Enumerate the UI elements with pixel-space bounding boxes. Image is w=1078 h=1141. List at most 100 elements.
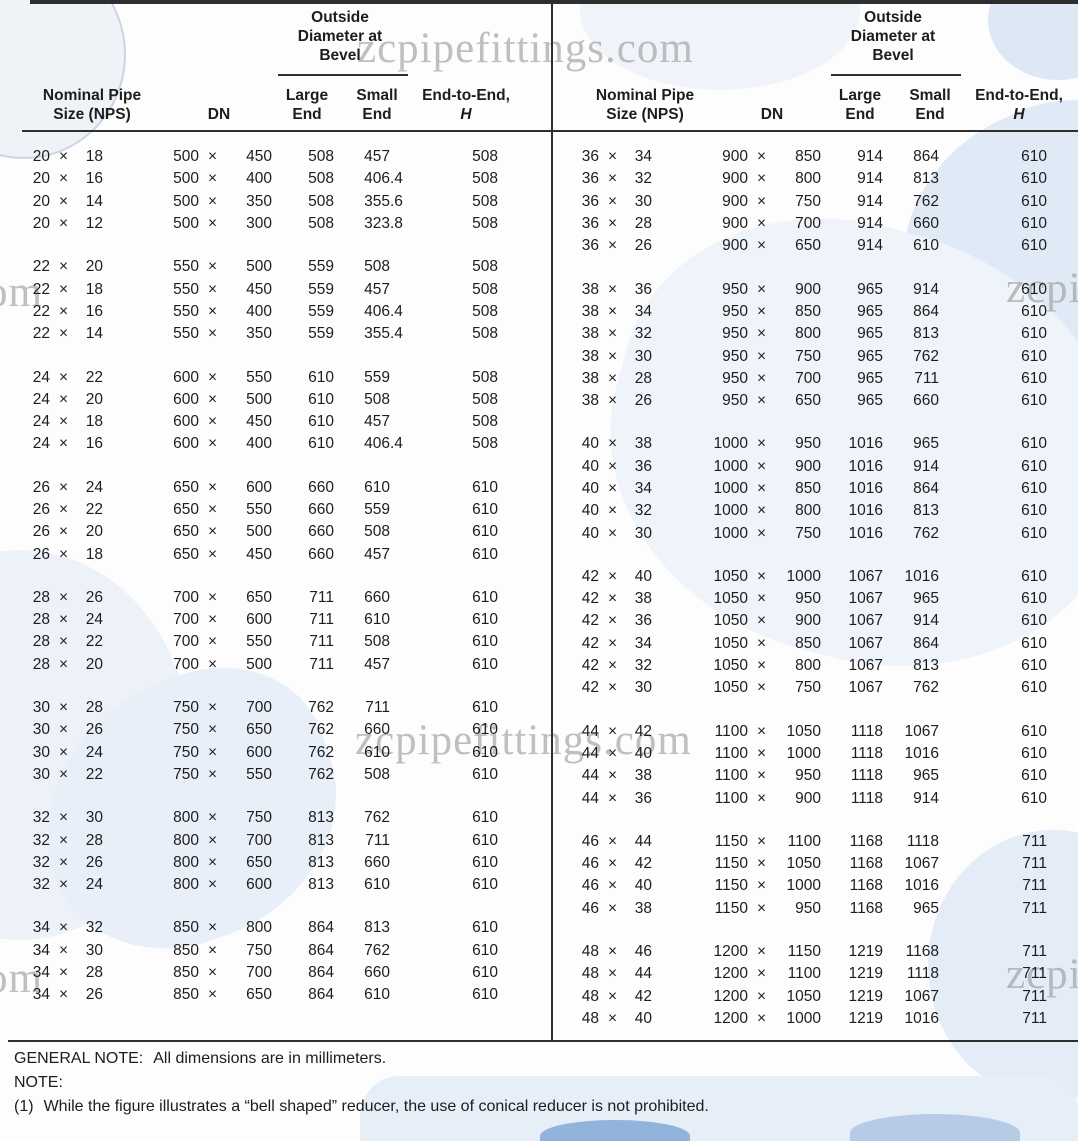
watermark-text: zcpipefittings.com [355, 717, 692, 764]
heading-line: End [915, 106, 945, 123]
multiply-sign: × [756, 612, 767, 630]
dn-small-value: 400 [246, 170, 272, 188]
end-to-end-value: 610 [1021, 170, 1047, 188]
multiply-sign: × [607, 965, 618, 983]
small-end-value: 457 [364, 655, 390, 673]
dn-large-value: 600 [173, 368, 199, 386]
small-end-value: 508 [364, 523, 390, 541]
nps-small-value: 40 [634, 1009, 652, 1027]
end-to-end-value: 610 [472, 588, 498, 606]
multiply-sign: × [58, 325, 69, 343]
multiply-sign: × [607, 722, 618, 740]
large-end-value: 813 [308, 853, 334, 871]
table-group-gap [0, 345, 527, 366]
dn-large-value: 700 [173, 655, 199, 673]
large-end-value: 1219 [848, 1009, 883, 1027]
dn-small-value: 1050 [786, 987, 821, 1005]
large-end-value: 508 [308, 215, 334, 233]
table-row: 44 × 36 1100 × 900 1118 914 610 [553, 787, 1078, 809]
nps-large-value: 38 [581, 325, 599, 343]
dn-small-value: 650 [246, 853, 272, 871]
small-end-decimal: .6 [390, 192, 403, 210]
multiply-sign: × [607, 325, 618, 343]
small-end-decimal: .4 [390, 302, 403, 320]
nps-large-value: 20 [32, 148, 50, 166]
large-end-value: 864 [308, 919, 334, 937]
multiply-sign: × [756, 679, 767, 697]
nps-large-value: 44 [581, 767, 599, 785]
table-row: 40 × 34 1000 × 850 1016 864 610 [553, 478, 1078, 500]
dn-small-value: 850 [795, 480, 821, 497]
end-to-end-value: 610 [1021, 722, 1047, 740]
dn-small-value: 1150 [787, 943, 821, 961]
nps-large-value: 38 [581, 302, 599, 320]
multiply-sign: × [756, 237, 767, 255]
table-row: 36 × 26 900 × 650 914 610 610 [553, 235, 1078, 257]
nps-small-value: 34 [634, 480, 652, 497]
multiply-sign: × [607, 502, 618, 520]
nps-small-value: 32 [634, 325, 652, 343]
table-row: 46 × 38 1150 × 950 1168 965 711 [553, 898, 1078, 920]
multiply-sign: × [58, 478, 69, 496]
multiply-sign: × [58, 699, 69, 717]
nps-small-value: 42 [634, 855, 652, 873]
nps-large-value: 22 [32, 258, 50, 276]
multiply-sign: × [756, 987, 767, 1005]
nps-large-value: 48 [581, 987, 599, 1005]
table-row: 48 × 40 1200 × 1000 1219 1016 711 [553, 1008, 1078, 1030]
heading-line: H [1013, 106, 1025, 123]
dn-small-value: 700 [246, 831, 272, 849]
heading-line: End-to-End, [422, 87, 510, 104]
dn-large-value: 1100 [714, 722, 748, 740]
nps-small-value: 24 [85, 743, 103, 761]
dn-small-value: 600 [246, 876, 272, 894]
end-to-end-value: 610 [1021, 480, 1047, 497]
end-to-end-value: 610 [1021, 524, 1047, 542]
table-row: 36 × 34 900 × 850 914 864 610 [553, 146, 1078, 168]
multiply-sign: × [58, 545, 69, 563]
dn-small-value: 450 [246, 280, 272, 298]
multiply-sign: × [58, 743, 69, 761]
large-end-value: 1067 [848, 657, 883, 675]
large-end-value: 610 [308, 390, 334, 408]
nps-small-value: 36 [634, 280, 652, 298]
nps-small-value: 12 [85, 215, 103, 233]
end-to-end-value: 610 [472, 941, 498, 959]
column-group-underline [278, 74, 408, 76]
table-row: 30 × 22 750 × 550 762 508 610 [0, 764, 527, 786]
large-end-value: 610 [308, 368, 334, 386]
small-end-value: 355 [364, 192, 390, 210]
heading-line: Bevel [319, 47, 361, 64]
multiply-sign: × [756, 502, 767, 520]
table-row: 20 × 14 500 × 350 508 355.6 508 [0, 191, 527, 213]
nps-large-value: 20 [32, 192, 50, 210]
table-row: 38 × 32 950 × 800 965 813 610 [553, 323, 1078, 345]
table-row: 30 × 24 750 × 600 762 610 610 [0, 742, 527, 764]
dn-small-value: 450 [246, 148, 272, 166]
dn-large-value: 800 [173, 876, 199, 894]
multiply-sign: × [58, 853, 69, 871]
nps-small-value: 28 [634, 369, 652, 387]
nps-large-value: 36 [581, 148, 599, 166]
reducers-table-left: Outside Diameter at Bevel Nominal Pipe S… [0, 0, 527, 1003]
nps-large-value: 30 [32, 765, 50, 783]
small-end-value: 711 [365, 699, 390, 717]
multiply-sign: × [207, 765, 218, 783]
dn-small-value: 900 [795, 280, 821, 298]
large-end-value: 559 [308, 258, 334, 276]
large-end-value: 610 [308, 413, 334, 431]
small-end-value: 1016 [904, 567, 939, 585]
multiply-sign: × [58, 809, 69, 827]
dn-large-value: 850 [173, 919, 199, 937]
table-row: 46 × 42 1150 × 1050 1168 1067 711 [553, 853, 1078, 875]
table-row: 38 × 36 950 × 900 965 914 610 [553, 278, 1078, 300]
table-row: 24 × 20 600 × 500 610 508 508 [0, 389, 527, 411]
end-to-end-value: 610 [1021, 392, 1047, 410]
large-end-value: 762 [308, 721, 334, 739]
dn-large-value: 550 [173, 258, 199, 276]
heading-line: End [292, 106, 322, 123]
nps-small-value: 26 [85, 721, 103, 739]
nps-large-value: 42 [581, 634, 599, 652]
nps-large-value: 28 [32, 611, 50, 629]
end-to-end-value: 610 [1021, 302, 1047, 320]
